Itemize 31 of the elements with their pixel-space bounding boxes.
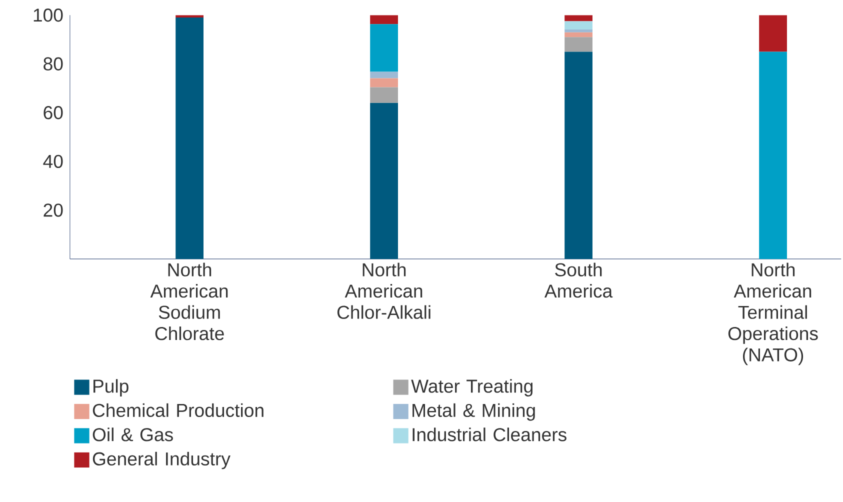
legend-label: Water Treating xyxy=(411,379,533,396)
legend-label: General Industry xyxy=(92,452,230,470)
bar xyxy=(370,78,398,88)
bar xyxy=(564,21,592,30)
legend-label: Metal & Mining xyxy=(412,403,535,421)
legend-label: Oil & Gas xyxy=(92,428,173,442)
bar xyxy=(176,18,204,259)
bar xyxy=(759,52,787,259)
y-tick-label: 40 xyxy=(43,154,63,168)
bar xyxy=(564,32,592,38)
x-tick-label: North American Sodium Chlorate xyxy=(150,262,228,340)
legend-label: Pulp xyxy=(93,379,128,396)
legend-label: Industrial Cleaners xyxy=(412,428,566,442)
x-tick-label: North American Chlor-Alkali xyxy=(337,262,430,319)
y-tick-label: 20 xyxy=(44,204,63,217)
bar xyxy=(564,37,592,52)
bar xyxy=(564,52,592,259)
x-tick-label: South America xyxy=(544,262,613,298)
bar xyxy=(370,15,398,24)
y-tick-label: 80 xyxy=(44,57,63,70)
x-tick-label: North American Terminal Operations (NATO) xyxy=(728,262,818,366)
bar xyxy=(370,24,398,72)
bar xyxy=(564,30,592,32)
bar xyxy=(370,102,398,259)
bar xyxy=(564,15,592,22)
y-tick-label: 60 xyxy=(44,106,63,120)
legend-label: Chemical Production xyxy=(92,403,264,418)
y-tick-label: 100 xyxy=(34,8,63,22)
bar xyxy=(370,87,398,103)
bar xyxy=(370,72,398,78)
bar xyxy=(759,15,787,52)
